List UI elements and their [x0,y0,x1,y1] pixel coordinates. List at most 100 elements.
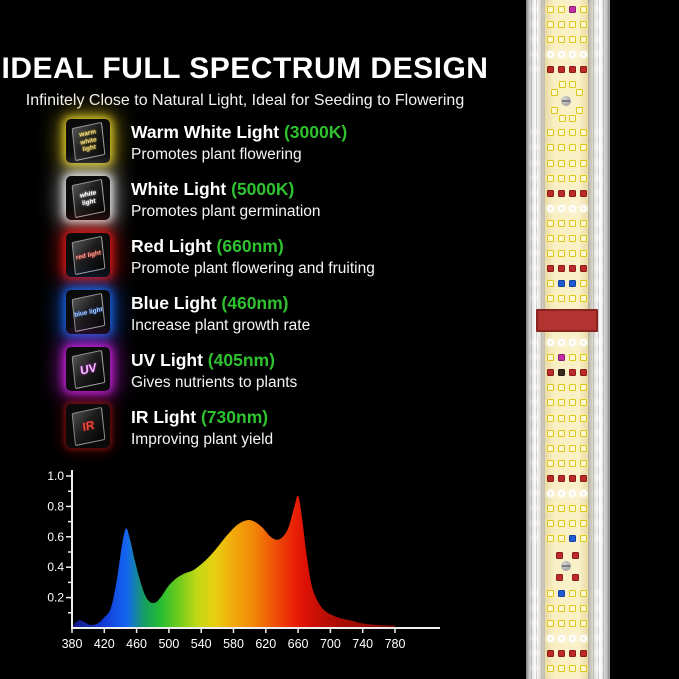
led-row [545,294,588,303]
light-value: (460nm) [221,293,289,313]
light-text: IR Light (730nm) Improving plant yield [131,404,273,449]
chip-label: white light [79,188,97,207]
led [546,339,554,347]
led-row [545,398,588,407]
x-tick-label: 540 [191,637,212,651]
screw-cluster [545,80,588,123]
led-row [545,589,588,598]
led [557,204,565,212]
led [559,115,566,123]
led-row [545,264,588,273]
led [546,620,554,628]
led [579,66,587,74]
light-title: Blue Light (460nm) [131,290,310,313]
led [568,504,576,512]
led [557,51,565,59]
led [546,174,554,182]
led-row [545,128,588,137]
led [568,665,576,673]
led [579,504,587,512]
led [546,650,554,658]
red-chip-icon: red light [66,233,110,277]
led-row [545,664,588,673]
led [579,219,587,227]
led [568,189,576,197]
led [579,234,587,242]
x-tick-label: 700 [320,637,341,651]
led [557,635,565,643]
blue-chip-icon: blue light [66,290,110,334]
led [568,590,576,598]
chip-body: white light [71,178,105,218]
light-title: IR Light (730nm) [131,404,273,427]
x-tick-label: 780 [385,637,406,651]
led [546,429,554,437]
led [557,219,565,227]
led [557,414,565,422]
light-text: Red Light (660nm) Promote plant flowering… [131,233,375,278]
light-name: UV Light [131,350,208,370]
led [557,174,565,182]
led [579,635,587,643]
warm-white-chip-icon: warm white light [66,119,110,163]
led [568,650,576,658]
led [579,474,587,482]
led [576,89,583,97]
led [557,339,565,347]
led [557,159,565,167]
led-bar-pcb [536,0,598,679]
light-text: UV Light (405nm) Gives nutrients to plant… [131,347,297,392]
light-item-blue: blue light Blue Light (460nm) Increase pla… [66,290,375,335]
led [546,36,554,44]
page-title: IDEAL FULL SPECTRUM DESIGN [1,52,489,85]
led-row [545,383,588,392]
led [546,51,554,59]
spectrum-chart: 0.2 0.4 0.6 0.8 1.0 380 420 460 500 540 580 620 660 7… [47,469,440,651]
led [546,504,554,512]
led [557,295,565,303]
led [546,399,554,407]
led-row [545,204,588,213]
led [568,339,576,347]
led [557,21,565,29]
led [579,519,587,527]
led [546,489,554,497]
led [579,665,587,673]
led [546,6,554,13]
light-name: Blue Light [131,293,222,313]
led [568,399,576,407]
light-value: (660nm) [216,236,284,256]
led [568,384,576,392]
chip-body: UV [71,349,105,389]
led [546,369,554,377]
spectrum-curve [72,495,395,628]
led [568,66,576,74]
light-desc: Improving plant yield [131,431,274,448]
chip-body: IR [71,406,105,446]
led [579,21,587,29]
x-tick-label: 500 [158,637,179,651]
chip-body: warm white light [71,121,105,161]
led [568,635,576,643]
led [568,264,576,272]
led-row [545,219,588,228]
led-row [545,534,588,543]
led [579,414,587,422]
led [579,295,587,303]
led [546,264,554,272]
led [579,144,587,152]
led-row [545,35,588,44]
led-row [545,604,588,613]
led [568,474,576,482]
led [568,535,576,542]
light-text: Warm White Light (3000K) Promotes plant f… [131,119,347,164]
light-item-ir: IR IR Light (730nm) Improving plant yield [66,404,375,449]
led [579,6,587,13]
led [568,234,576,242]
led [579,399,587,407]
led [557,6,565,13]
led [568,249,576,257]
led [579,650,587,658]
led-row [545,50,588,59]
light-item-warm-white: warm white light Warm White Light (3000K)… [66,119,375,164]
